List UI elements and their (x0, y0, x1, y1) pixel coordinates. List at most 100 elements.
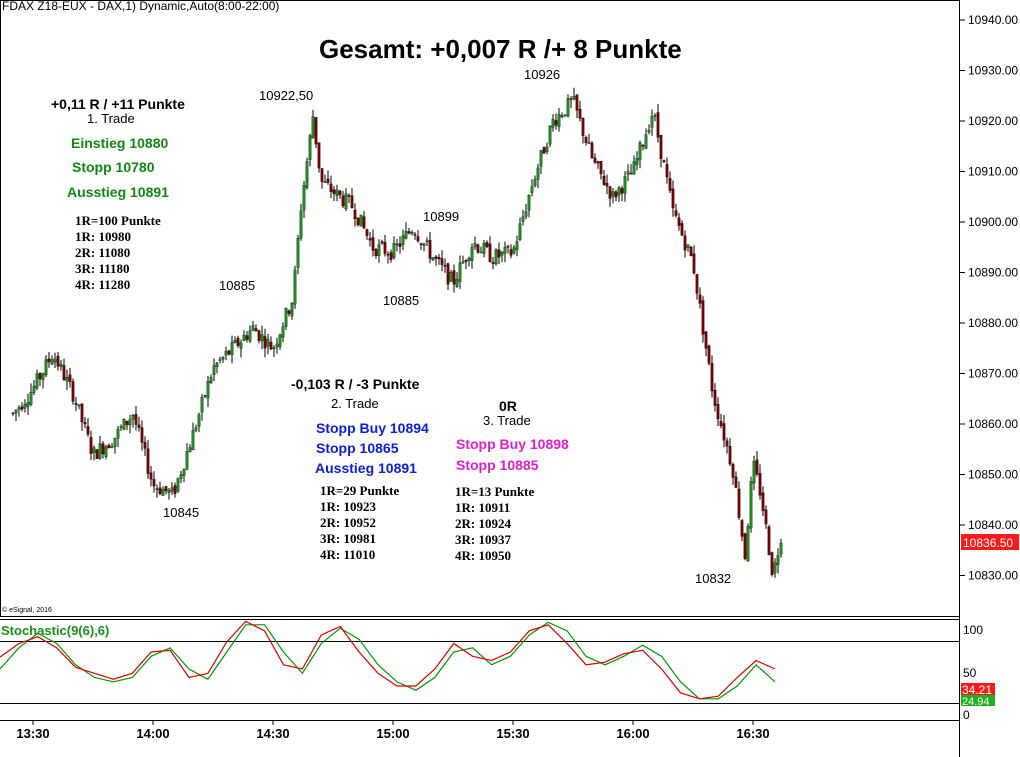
stoch-d-line (0, 621, 776, 700)
candle-body (503, 247, 507, 254)
candle-body (746, 526, 750, 562)
candle-body (380, 241, 384, 244)
candle-body (764, 509, 768, 525)
candle-body (713, 390, 717, 406)
candle-body (191, 430, 195, 451)
candle-body (563, 114, 567, 116)
stochastic-axis: 100 50 0 (963, 623, 983, 722)
candle-body (578, 108, 582, 119)
candle-body (77, 404, 81, 407)
candle-body (575, 94, 579, 111)
price-label-high-2: 10926 (524, 67, 561, 82)
candle-body (350, 195, 354, 208)
candle-body (704, 331, 708, 349)
candle-body (530, 186, 534, 193)
candle-body (281, 326, 285, 338)
candle-body (95, 449, 99, 459)
candle-body (707, 345, 711, 364)
candle-body (155, 488, 159, 490)
candle-body (422, 243, 426, 246)
candle-body (467, 258, 471, 261)
candle-body (779, 542, 783, 555)
time-tick-label: 15:30 (496, 726, 529, 741)
candle-body (533, 179, 537, 187)
candle-body (44, 359, 48, 376)
trade2-r-line: 1R: 10923 (320, 499, 376, 514)
candle-body (683, 235, 687, 251)
candle-body (734, 476, 738, 488)
candle-body (245, 335, 249, 340)
price-tick-label: 10840.00 (968, 518, 1018, 532)
candle-body (311, 116, 315, 139)
candle-body (209, 377, 213, 383)
candle-body (326, 178, 330, 183)
price-tick-label: 10910.00 (968, 165, 1018, 179)
candle-body (461, 261, 465, 264)
candle-body (698, 294, 702, 304)
candle-body (365, 229, 369, 236)
candle-body (470, 247, 474, 261)
candle-body (107, 444, 111, 449)
candle-body (509, 249, 513, 256)
price-label-low-1: 10845 (163, 505, 200, 520)
candle-body (548, 125, 552, 145)
candle-body (611, 191, 615, 197)
candle-body (599, 160, 603, 175)
candle-body (239, 342, 243, 349)
candle-body (677, 217, 681, 226)
trade2-r-line: 3R: 10981 (320, 531, 376, 546)
trade2-r-line: 2R: 10952 (320, 515, 376, 530)
candle-body (761, 492, 765, 512)
price-tick-label: 10940.00 (968, 13, 1018, 27)
candle-body (449, 272, 453, 282)
candle-body (86, 426, 90, 435)
candle-body (464, 260, 468, 262)
trade1-r-line: 4R: 11280 (75, 277, 131, 292)
candle-body (314, 117, 318, 145)
candle-body (197, 414, 201, 427)
candle-body (344, 193, 348, 210)
candle-body (491, 262, 495, 264)
candle-body (437, 257, 441, 260)
candle-body (215, 362, 219, 368)
stoch-k-line (0, 620, 776, 700)
candle-body (383, 241, 387, 254)
candle-body (623, 176, 627, 194)
price-tick-label: 10860.00 (968, 417, 1018, 431)
candle-body (722, 423, 726, 441)
candle-body (737, 488, 741, 518)
candle-body (308, 135, 312, 160)
candle-body (176, 478, 180, 492)
candle-body (65, 377, 69, 382)
candle-body (185, 451, 189, 470)
candle-body (182, 468, 186, 476)
price-tick-label: 10850.00 (968, 468, 1018, 482)
candle-body (14, 409, 18, 414)
trade3-r-line: 4R: 10950 (455, 548, 511, 563)
candle-body (404, 231, 408, 239)
stoch-tick-label: 100 (963, 623, 983, 637)
candle-body (524, 211, 528, 217)
candle-body (569, 98, 573, 100)
candle-body (440, 258, 444, 265)
candle-body (101, 443, 105, 455)
candle-body (773, 562, 777, 574)
candle-body (80, 403, 84, 423)
candle-body (674, 210, 678, 216)
candle-body (164, 486, 168, 492)
candle-body (446, 263, 450, 285)
candle-body (392, 243, 396, 259)
candle-body (626, 171, 630, 175)
candle-body (386, 254, 390, 256)
candle-body (299, 210, 303, 239)
candle-body (254, 328, 258, 332)
stochastic-lines (0, 620, 776, 700)
candle-body (47, 358, 51, 363)
candle-body (68, 374, 72, 382)
trade1-exit: Ausstieg 10891 (67, 184, 169, 200)
candle-body (476, 244, 480, 253)
candle-body (527, 195, 531, 211)
price-label-high-1: 10922,50 (259, 88, 314, 103)
candle-body (38, 373, 42, 380)
candle-body (410, 232, 414, 235)
